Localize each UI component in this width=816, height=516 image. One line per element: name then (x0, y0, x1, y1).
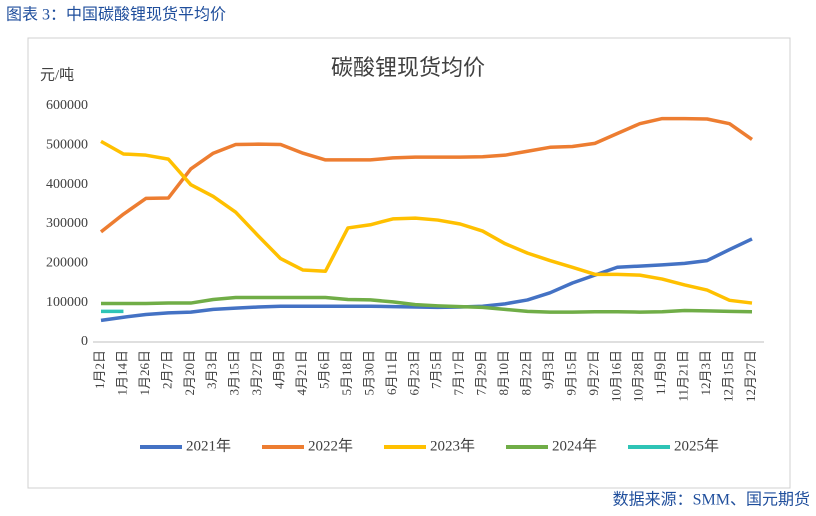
y-tick-label: 0 (81, 334, 88, 349)
series-line (100, 139, 753, 305)
x-tick-label: 3月15日 (227, 350, 242, 396)
x-tick-label: 5月18日 (339, 350, 354, 396)
y-axis-unit: 元/吨 (40, 66, 74, 83)
x-tick-label: 1月2日 (92, 350, 107, 389)
x-tick-label: 10月28日 (631, 350, 646, 402)
x-tick-label: 8月10日 (496, 350, 511, 396)
x-tick-label: 1月14日 (114, 350, 129, 396)
x-tick-label: 9月3日 (541, 350, 556, 389)
x-tick-label: 11月9日 (653, 350, 668, 395)
x-tick-label: 12月27日 (743, 350, 758, 402)
x-tick-label: 10月16日 (608, 350, 623, 402)
caption: 图表 3：中国碳酸锂现货平均价 (6, 6, 226, 24)
legend-label: 2024年 (552, 437, 597, 454)
x-tick-label: 6月23日 (406, 350, 421, 396)
x-tick-label: 12月3日 (698, 350, 713, 396)
x-tick-label: 4月21日 (294, 350, 309, 396)
x-tick-label: 3月27日 (249, 350, 264, 396)
y-tick-label: 300000 (46, 216, 88, 231)
x-tick-label: 11月21日 (676, 350, 691, 402)
series-line (101, 295, 753, 314)
y-tick-label: 200000 (46, 256, 88, 271)
x-tick-label: 3月3日 (204, 350, 219, 389)
x-tick-label: 8月22日 (519, 350, 534, 396)
x-tick-label: 5月30日 (361, 350, 376, 396)
series-line (99, 116, 754, 234)
x-tick-label: 7月29日 (474, 350, 489, 396)
x-tick-label: 9月15日 (563, 350, 578, 396)
series-line (100, 237, 753, 323)
x-tick-label: 6月11日 (384, 350, 399, 395)
x-tick-label: 2月20日 (182, 350, 197, 396)
x-tick-label: 7月5日 (429, 350, 444, 389)
legend-label: 2023年 (430, 437, 475, 454)
x-tick-label: 5月6日 (316, 350, 331, 389)
x-tick-label: 4月9日 (272, 350, 287, 389)
legend-label: 2022年 (308, 437, 353, 454)
x-tick-label: 2月7日 (159, 350, 174, 389)
y-tick-label: 500000 (46, 138, 88, 153)
y-tick-label: 600000 (46, 98, 88, 113)
x-tick-label: 1月26日 (137, 350, 152, 396)
x-tick-label: 9月27日 (586, 350, 601, 396)
x-tick-label: 7月17日 (451, 350, 466, 396)
legend-label: 2021年 (186, 437, 231, 454)
legend-label: 2025年 (674, 437, 719, 454)
x-tick-label: 12月15日 (721, 350, 736, 402)
y-tick-label: 400000 (46, 177, 88, 192)
y-tick-label: 100000 (46, 295, 88, 310)
source: 数据来源：SMM、国元期货 (613, 491, 810, 509)
chart-title: 碳酸锂现货均价 (331, 55, 485, 80)
chart-frame (27, 37, 791, 489)
